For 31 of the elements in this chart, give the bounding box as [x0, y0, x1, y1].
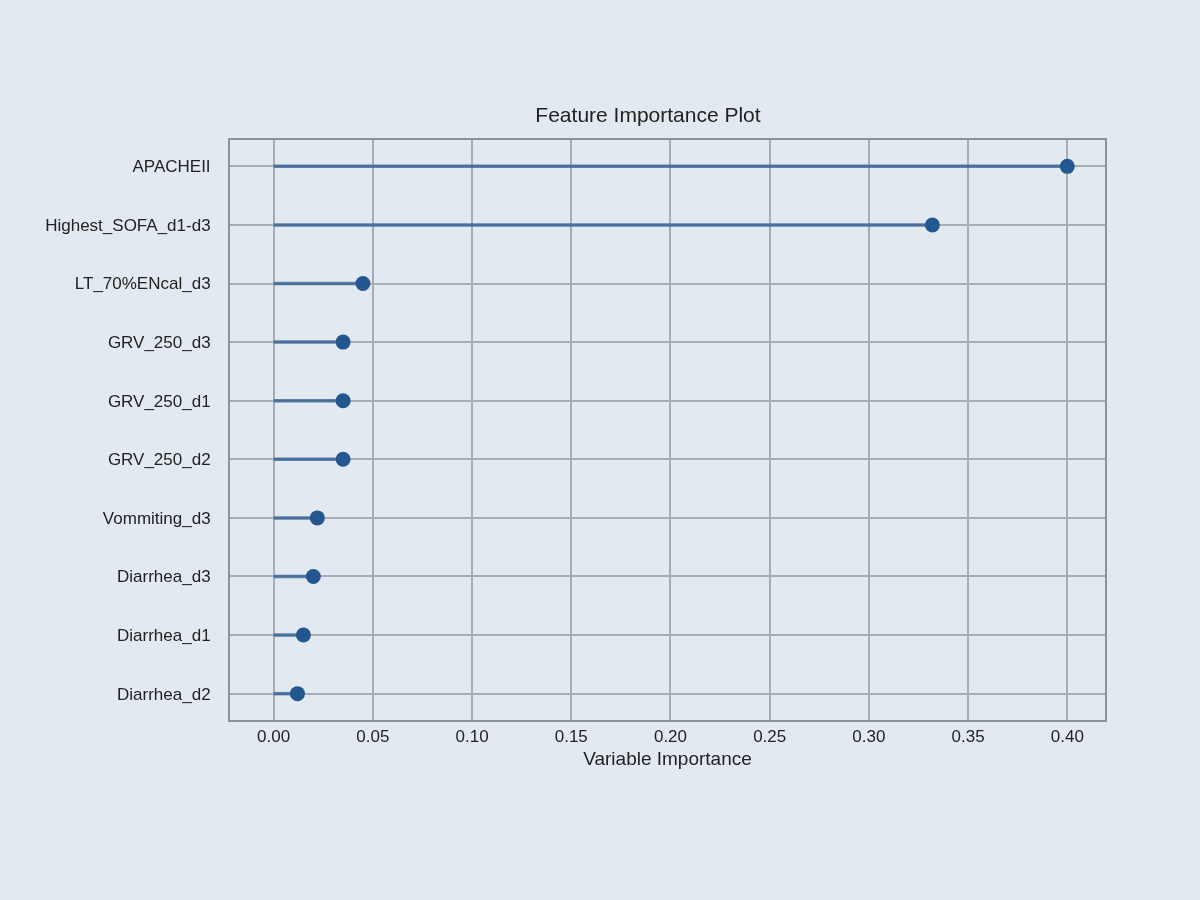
- point: [309, 510, 325, 526]
- point: [335, 393, 351, 409]
- point: [305, 568, 321, 584]
- x-tick-label: 0.25: [753, 727, 787, 747]
- x-tick-label: 0.00: [257, 727, 291, 747]
- y-tick-label: APACHEII: [132, 157, 211, 177]
- y-tick-label: GRV_250_d1: [107, 391, 211, 411]
- chart-title: Feature Importance Plot: [535, 102, 761, 126]
- y-tick-label: Diarrhea_d1: [117, 626, 211, 645]
- x-tick-label: 0.10: [455, 727, 489, 747]
- point: [1059, 158, 1075, 174]
- point: [335, 334, 351, 350]
- x-tick-label: 0.30: [852, 727, 886, 747]
- y-tick-label: GRV_250_d2: [107, 450, 211, 470]
- point: [335, 451, 351, 467]
- y-tick-label: Diarrhea_d3: [117, 567, 211, 587]
- x-tick-label: 0.40: [1050, 727, 1084, 747]
- y-tick-label: Diarrhea_d2: [117, 684, 211, 704]
- point: [355, 276, 371, 292]
- y-tick-label: GRV_250_d3: [107, 333, 211, 353]
- point: [924, 217, 940, 233]
- x-tick-label: 0.20: [653, 727, 688, 747]
- y-tick-label: Vommiting_d3: [102, 508, 211, 528]
- x-tick-label: 0.15: [554, 727, 588, 747]
- x-tick-label: 0.05: [356, 727, 390, 747]
- y-tick-label: LT_70%ENcal_d3: [74, 274, 211, 294]
- point: [295, 627, 311, 643]
- y-tick-label: Highest_SOFA_d1-d3: [45, 215, 211, 235]
- point: [289, 686, 305, 702]
- x-axis-title: Variable Importance: [583, 747, 752, 769]
- x-tick-label: 0.35: [951, 727, 985, 747]
